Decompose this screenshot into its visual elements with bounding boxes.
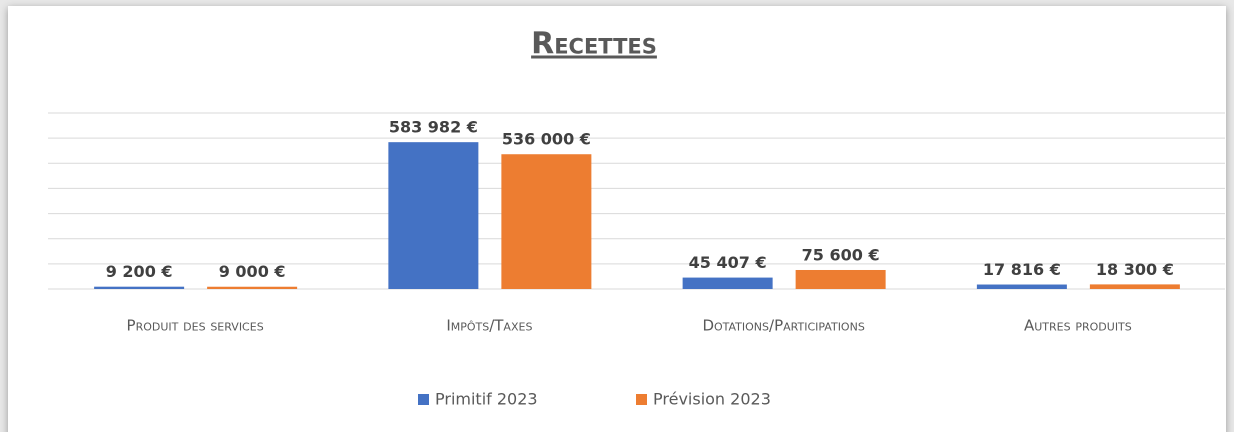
value-label: 9 000 € [219, 262, 286, 281]
x-tick-label: Dotations/Participations [702, 317, 864, 335]
value-label: 17 816 € [983, 260, 1061, 279]
legend-swatch [636, 394, 647, 405]
bar [501, 154, 592, 289]
bar [1089, 284, 1180, 289]
bar [795, 269, 886, 289]
chart-frame [8, 6, 1226, 432]
x-tick-label: Produit des services [127, 317, 264, 335]
value-label: 536 000 € [502, 130, 591, 149]
legend-swatch [418, 394, 429, 405]
legend-label: Prévision 2023 [653, 390, 771, 409]
chart-title: Recettes [531, 27, 657, 62]
bar [207, 286, 298, 289]
legend-label: Primitif 2023 [435, 390, 538, 409]
bar [682, 277, 773, 289]
value-label: 45 407 € [689, 253, 767, 272]
x-tick-label: Autres produits [1024, 317, 1132, 335]
value-label: 75 600 € [802, 245, 880, 264]
x-tick-label: Impôts/Taxes [446, 317, 532, 335]
bar [94, 286, 185, 289]
value-label: 583 982 € [389, 118, 478, 137]
value-label: 9 200 € [106, 262, 173, 281]
bar [976, 284, 1067, 289]
bar [388, 142, 479, 289]
value-label: 18 300 € [1096, 260, 1174, 279]
